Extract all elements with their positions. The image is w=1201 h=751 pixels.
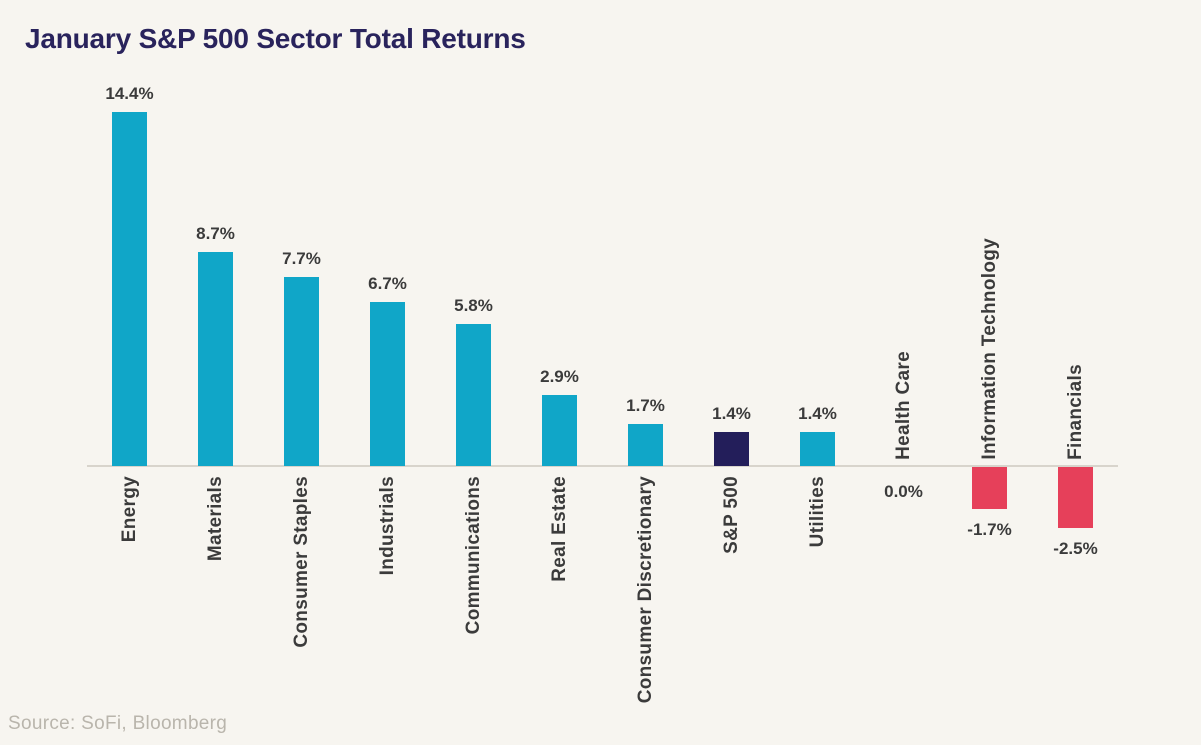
bar-consumer-staples (284, 277, 319, 466)
category-label-consumer-discretionary: Consumer Discretionary (634, 476, 656, 704)
category-label-utilities: Utilities (806, 476, 828, 548)
value-label-consumer-staples: 7.7% (282, 249, 321, 268)
value-label-consumer-discretionary: 1.7% (626, 396, 665, 415)
chart-title: January S&P 500 Sector Total Returns (25, 23, 526, 54)
value-label-health-care: 0.0% (884, 482, 923, 501)
bar-consumer-discretionary (628, 424, 663, 466)
bar-energy (112, 112, 147, 466)
bar-s-p-500 (714, 432, 749, 466)
bar-real-estate (542, 395, 577, 466)
bottom-strip (0, 745, 1201, 751)
category-label-real-estate: Real Estate (548, 476, 570, 582)
category-label-financials: Financials (1064, 364, 1086, 460)
bar-financials (1058, 467, 1093, 528)
category-label-information-technology: Information Technology (978, 238, 1000, 460)
value-label-information-technology: -1.7% (967, 520, 1012, 539)
bar-information-technology (972, 467, 1007, 509)
value-label-communications: 5.8% (454, 296, 493, 315)
value-label-materials: 8.7% (196, 224, 235, 243)
value-label-utilities: 1.4% (798, 404, 837, 423)
value-label-s-p-500: 1.4% (712, 404, 751, 423)
value-label-industrials: 6.7% (368, 274, 407, 293)
category-label-materials: Materials (204, 476, 226, 562)
category-label-s-p-500: S&P 500 (720, 476, 742, 554)
bar-utilities (800, 432, 835, 466)
bar-communications (456, 324, 491, 466)
x-axis-line (87, 465, 1118, 467)
value-label-financials: -2.5% (1053, 539, 1098, 558)
category-label-health-care: Health Care (892, 351, 914, 460)
value-label-real-estate: 2.9% (540, 367, 579, 386)
category-label-energy: Energy (118, 476, 140, 543)
bar-industrials (370, 302, 405, 466)
bar-materials (198, 252, 233, 466)
category-label-industrials: Industrials (376, 476, 398, 576)
source-note: Source: SoFi, Bloomberg (8, 713, 228, 734)
category-label-consumer-staples: Consumer Staples (290, 476, 312, 648)
category-label-communications: Communications (462, 476, 484, 635)
value-label-energy: 14.4% (105, 84, 154, 103)
